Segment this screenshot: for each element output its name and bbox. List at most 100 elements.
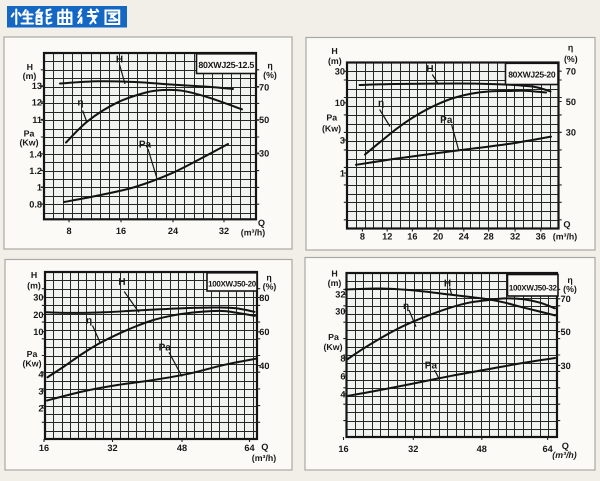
svg-text:η: η <box>77 98 83 109</box>
svg-text:Pa: Pa <box>24 129 35 139</box>
svg-text:(Kw): (Kw) <box>22 359 41 369</box>
svg-text:50: 50 <box>561 327 571 337</box>
svg-text:32: 32 <box>408 444 418 454</box>
svg-text:28: 28 <box>483 231 493 241</box>
svg-text:1.2: 1.2 <box>29 166 42 176</box>
svg-text:4: 4 <box>340 389 346 399</box>
svg-text:64: 64 <box>244 443 255 453</box>
svg-text:η: η <box>267 61 272 71</box>
svg-text:H: H <box>118 277 125 288</box>
svg-text:H: H <box>31 270 37 280</box>
svg-text:30: 30 <box>335 306 345 316</box>
svg-text:24: 24 <box>459 231 470 241</box>
svg-text:H: H <box>27 62 33 72</box>
svg-text:(m³/h): (m³/h) <box>252 453 276 463</box>
svg-text:32: 32 <box>219 226 229 236</box>
svg-text:H: H <box>444 279 451 290</box>
svg-text:30: 30 <box>566 128 576 138</box>
svg-text:70: 70 <box>259 83 269 93</box>
svg-text:(m³/h): (m³/h) <box>553 232 577 242</box>
svg-text:Pa: Pa <box>326 113 337 123</box>
svg-text:0.8: 0.8 <box>29 199 42 209</box>
svg-text:H: H <box>426 64 433 75</box>
svg-text:Q: Q <box>261 442 268 452</box>
svg-text:Q: Q <box>258 218 265 228</box>
svg-text:64: 64 <box>542 444 553 454</box>
svg-text:4: 4 <box>38 369 44 379</box>
svg-text:20: 20 <box>433 231 443 241</box>
svg-text:(%): (%) <box>563 284 577 294</box>
svg-text:24: 24 <box>168 226 179 236</box>
svg-text:(m): (m) <box>328 278 342 288</box>
svg-text:(m): (m) <box>27 281 41 291</box>
svg-text:100XWJ50-32: 100XWJ50-32 <box>509 284 558 293</box>
svg-text:(Kw): (Kw) <box>322 123 341 133</box>
svg-text:3: 3 <box>340 136 345 146</box>
svg-text:1: 1 <box>37 183 42 193</box>
svg-text:48: 48 <box>177 443 187 453</box>
svg-text:20: 20 <box>33 310 43 320</box>
svg-text:8: 8 <box>340 353 345 363</box>
svg-text:16: 16 <box>407 231 417 241</box>
svg-text:η: η <box>403 301 409 312</box>
svg-text:30: 30 <box>561 361 571 371</box>
svg-text:8: 8 <box>66 226 71 236</box>
svg-text:Pa: Pa <box>425 361 438 372</box>
svg-text:1: 1 <box>340 169 345 179</box>
svg-text:10: 10 <box>33 327 43 337</box>
svg-text:80XWJ25-20: 80XWJ25-20 <box>508 70 556 80</box>
svg-text:1.4: 1.4 <box>29 149 43 159</box>
svg-text:Q: Q <box>562 441 569 451</box>
svg-text:13: 13 <box>32 81 42 91</box>
svg-text:32: 32 <box>107 443 117 453</box>
svg-text:32: 32 <box>335 290 345 300</box>
svg-text:40: 40 <box>259 361 269 371</box>
svg-text:30: 30 <box>259 148 269 158</box>
svg-text:10: 10 <box>335 98 345 108</box>
svg-text:Pa: Pa <box>27 349 38 359</box>
svg-text:Pa: Pa <box>440 115 453 126</box>
svg-text:(%): (%) <box>564 54 578 64</box>
svg-text:30: 30 <box>335 67 345 77</box>
svg-text:η: η <box>266 273 271 283</box>
svg-text:(Kw): (Kw) <box>19 138 38 148</box>
svg-text:(m): (m) <box>23 71 37 81</box>
svg-text:8: 8 <box>360 231 365 241</box>
svg-text:36: 36 <box>536 231 546 241</box>
svg-text:η: η <box>567 275 572 285</box>
svg-text:Pa: Pa <box>139 139 152 150</box>
svg-text:16: 16 <box>116 226 126 236</box>
svg-text:(m³/h): (m³/h) <box>241 228 265 238</box>
svg-text:η: η <box>568 43 573 53</box>
svg-text:60: 60 <box>259 327 269 337</box>
svg-text:30: 30 <box>33 292 43 302</box>
svg-text:Pa: Pa <box>328 332 339 342</box>
svg-text:80XWJ25-12.5: 80XWJ25-12.5 <box>198 60 254 70</box>
svg-text:16: 16 <box>39 443 49 453</box>
svg-text:η: η <box>86 316 92 327</box>
svg-text:80: 80 <box>259 293 269 303</box>
svg-text:11: 11 <box>32 115 42 125</box>
svg-text:(%): (%) <box>263 70 277 80</box>
svg-text:H: H <box>331 268 337 278</box>
svg-text:2: 2 <box>38 403 43 413</box>
svg-text:70: 70 <box>561 294 571 304</box>
svg-text:50: 50 <box>566 97 576 107</box>
svg-text:Q: Q <box>563 219 570 229</box>
svg-text:12: 12 <box>382 231 392 241</box>
svg-text:50: 50 <box>259 115 269 125</box>
svg-text:16: 16 <box>338 444 348 454</box>
svg-text:(m): (m) <box>328 56 342 66</box>
svg-text:(m³/h): (m³/h) <box>552 450 576 460</box>
svg-text:12: 12 <box>32 97 42 107</box>
svg-text:H: H <box>331 46 337 56</box>
svg-text:(Kw): (Kw) <box>323 342 342 352</box>
svg-text:3: 3 <box>38 386 43 396</box>
svg-text:6: 6 <box>340 371 345 381</box>
svg-text:100XWJ50-20: 100XWJ50-20 <box>208 280 257 289</box>
svg-text:H: H <box>116 55 123 66</box>
svg-text:η: η <box>378 98 384 109</box>
svg-text:Pa: Pa <box>159 342 172 353</box>
svg-text:32: 32 <box>510 231 520 241</box>
svg-text:48: 48 <box>477 444 487 454</box>
